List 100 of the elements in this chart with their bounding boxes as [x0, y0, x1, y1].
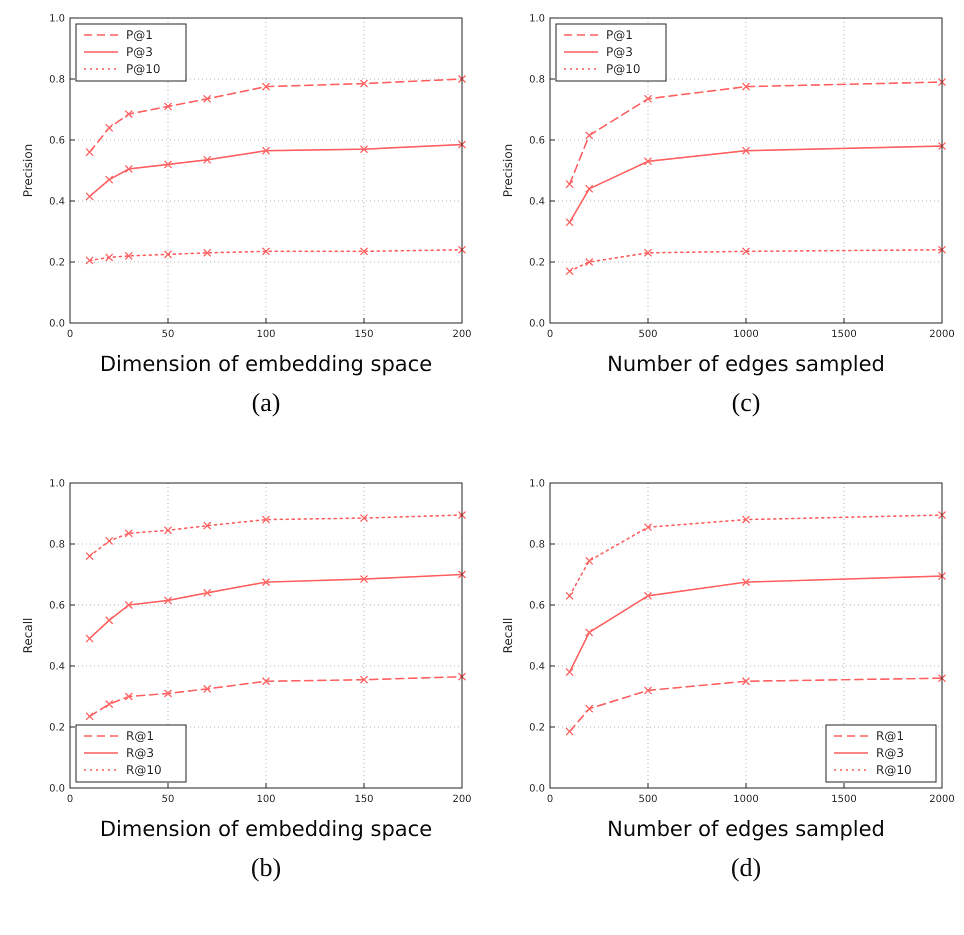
x-tick-label: 1000: [733, 794, 759, 805]
point: [458, 246, 466, 254]
point: [458, 672, 466, 681]
point: [458, 570, 466, 579]
point: [585, 184, 594, 193]
text: (c): [732, 388, 760, 417]
point: [742, 578, 750, 586]
point: [360, 514, 368, 522]
y-tick-label: 0.4: [529, 196, 545, 208]
point: [203, 156, 212, 164]
x-tick-label: 1000: [733, 329, 759, 340]
text: (b): [250, 853, 282, 882]
y-tick-label: 0.2: [49, 722, 65, 734]
y-tick-label: 0.8: [49, 74, 65, 86]
point: [938, 510, 946, 520]
point: [360, 79, 368, 88]
point: [938, 674, 946, 682]
point: [360, 145, 368, 154]
point: [105, 536, 114, 546]
y-axis-title: Recall: [501, 618, 515, 654]
point: [203, 94, 212, 103]
x-tick-label: 0: [66, 329, 74, 340]
point: [565, 180, 574, 188]
point: [164, 689, 172, 698]
point: [458, 140, 466, 149]
x-tick-label: 500: [638, 329, 658, 340]
point: [85, 634, 94, 643]
point: [742, 677, 750, 686]
y-tick-label: 0.8: [49, 540, 65, 550]
y-tick-label: 1.0: [49, 14, 65, 24]
x-tick-label: 1500: [831, 329, 857, 340]
y-tick-label: 0.4: [49, 196, 65, 208]
legend-label: P@1: [606, 28, 633, 42]
point: [85, 256, 94, 265]
point: [124, 164, 133, 174]
point: [262, 578, 270, 586]
legend-label: R@3: [876, 746, 904, 760]
point: [262, 515, 270, 524]
y-tick-label: 0.8: [529, 74, 545, 86]
point: [742, 146, 750, 155]
point: [644, 157, 652, 166]
point: [644, 523, 652, 532]
x-tick-label: 1500: [831, 794, 857, 805]
point: [742, 82, 750, 91]
point: [164, 250, 172, 259]
point: [360, 574, 368, 584]
x-axis-title: Dimension of embedding space: [100, 817, 432, 841]
point: [585, 628, 594, 637]
point: [360, 676, 368, 684]
y-tick-label: 0.0: [49, 784, 65, 794]
y-tick-label: 0.6: [529, 136, 545, 146]
y-tick-label: 0.2: [49, 258, 65, 268]
point: [85, 712, 94, 720]
legend-label: P@10: [606, 62, 641, 76]
point: [203, 684, 212, 694]
point: [360, 247, 368, 256]
point: [164, 102, 172, 111]
legend-label: R@10: [876, 763, 912, 778]
y-tick-label: 0.0: [49, 318, 65, 330]
point: [164, 526, 172, 534]
y-tick-label: 1.0: [529, 478, 545, 490]
x-axis-title: Number of edges sampled: [607, 817, 885, 841]
point: [262, 146, 270, 155]
point: [938, 142, 946, 150]
point: [565, 727, 574, 736]
point: [585, 704, 594, 713]
point: [105, 124, 114, 132]
point: [203, 522, 212, 530]
y-tick-label: 1.0: [529, 14, 545, 24]
y-tick-label: 0.4: [529, 662, 545, 672]
point: [203, 588, 212, 597]
point: [565, 267, 574, 276]
text: (d): [730, 853, 762, 882]
x-tick-label: 2000: [929, 329, 955, 340]
legend-label: P@3: [126, 45, 153, 60]
x-tick-label: 200: [452, 329, 472, 340]
point: [742, 247, 750, 256]
point: [262, 677, 270, 686]
point: [124, 252, 133, 260]
point: [124, 600, 133, 610]
point: [565, 592, 574, 600]
x-tick-label: 500: [638, 794, 658, 805]
point: [85, 148, 94, 156]
x-tick-label: 100: [256, 794, 276, 805]
legend-label: R@1: [876, 729, 904, 744]
point: [105, 253, 114, 262]
point: [585, 556, 594, 565]
x-axis-title: Number of edges sampled: [607, 352, 885, 376]
legend-label: R@10: [126, 763, 162, 778]
point: [105, 700, 114, 708]
y-tick-label: 0.8: [529, 540, 545, 550]
point: [644, 248, 652, 257]
x-tick-label: 100: [256, 329, 276, 340]
legend-label: P@3: [606, 45, 633, 60]
point: [105, 616, 114, 624]
legend-label: P@10: [126, 62, 161, 76]
y-tick-label: 0.2: [529, 258, 545, 268]
point: [644, 94, 652, 103]
y-axis-title: Recall: [21, 618, 35, 654]
x-tick-label: 150: [354, 329, 374, 340]
